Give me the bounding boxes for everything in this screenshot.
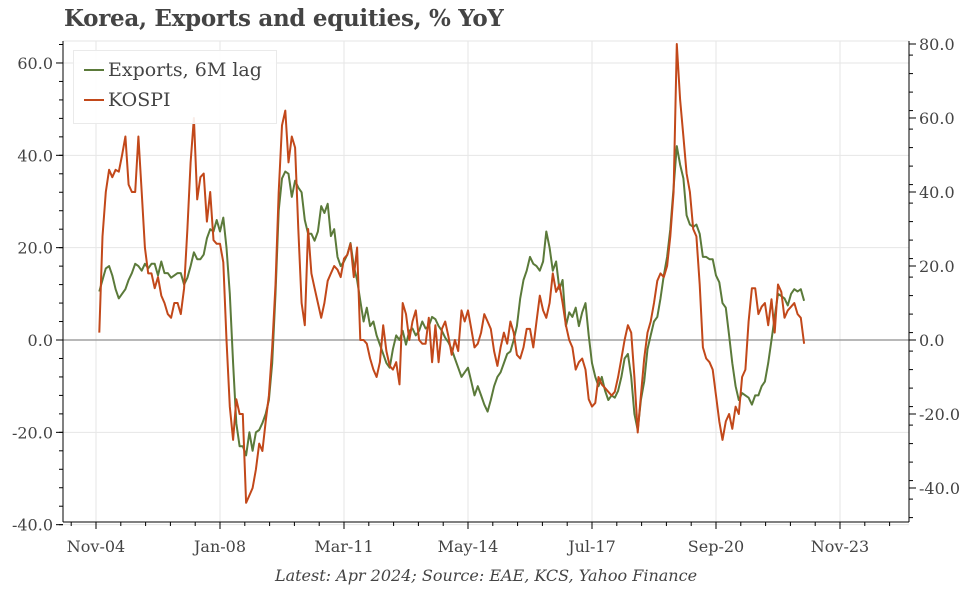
legend: Exports, 6M lag KOSPI xyxy=(73,50,277,124)
svg-text:60.0: 60.0 xyxy=(919,109,955,128)
source-caption: Latest: Apr 2024; Source: EAE, KCS, Yaho… xyxy=(274,566,698,585)
chart-title: Korea, Exports and equities, % YoY xyxy=(64,5,504,32)
legend-swatch-kospi xyxy=(84,99,104,101)
svg-text:40.0: 40.0 xyxy=(919,183,955,202)
legend-item-exports: Exports, 6M lag xyxy=(84,59,262,81)
svg-text:40.0: 40.0 xyxy=(17,146,53,165)
right-y-axis: -40.0 -20.0 0.0 20.0 40.0 60.0 80.0 xyxy=(909,35,960,519)
svg-text:20.0: 20.0 xyxy=(919,257,955,276)
svg-text:-20.0: -20.0 xyxy=(919,405,960,424)
legend-item-kospi: KOSPI xyxy=(84,89,171,111)
svg-text:-20.0: -20.0 xyxy=(12,423,53,442)
svg-text:-40.0: -40.0 xyxy=(919,479,960,498)
axes xyxy=(62,41,910,523)
svg-text:20.0: 20.0 xyxy=(17,239,53,258)
x-tick-label: Nov-23 xyxy=(811,537,869,556)
x-tick-label: May-14 xyxy=(438,537,499,556)
legend-label: Exports, 6M lag xyxy=(108,59,262,81)
svg-text:0.0: 0.0 xyxy=(919,331,944,350)
svg-text:-40.0: -40.0 xyxy=(12,516,53,535)
gridlines xyxy=(63,40,909,526)
series-lines xyxy=(98,43,806,504)
svg-text:0.0: 0.0 xyxy=(28,331,53,350)
svg-text:60.0: 60.0 xyxy=(17,54,53,73)
x-axis: Nov-04 Jan-08 Mar-11 May-14 Jul-17 Sep-20 Nov-… xyxy=(67,522,891,556)
legend-label: KOSPI xyxy=(108,89,171,111)
left-y-axis: -40.0 -20.0 0.0 20.0 40.0 60.0 xyxy=(12,44,63,535)
x-tick-label: Sep-20 xyxy=(688,537,744,556)
x-tick-label: Jan-08 xyxy=(192,537,246,556)
legend-swatch-exports xyxy=(84,69,104,71)
x-tick-label: Mar-11 xyxy=(314,537,373,556)
svg-text:80.0: 80.0 xyxy=(919,35,955,54)
x-tick-label: Nov-04 xyxy=(67,537,125,556)
series-line-kospi xyxy=(98,43,806,504)
x-tick-label: Jul-17 xyxy=(566,537,616,556)
